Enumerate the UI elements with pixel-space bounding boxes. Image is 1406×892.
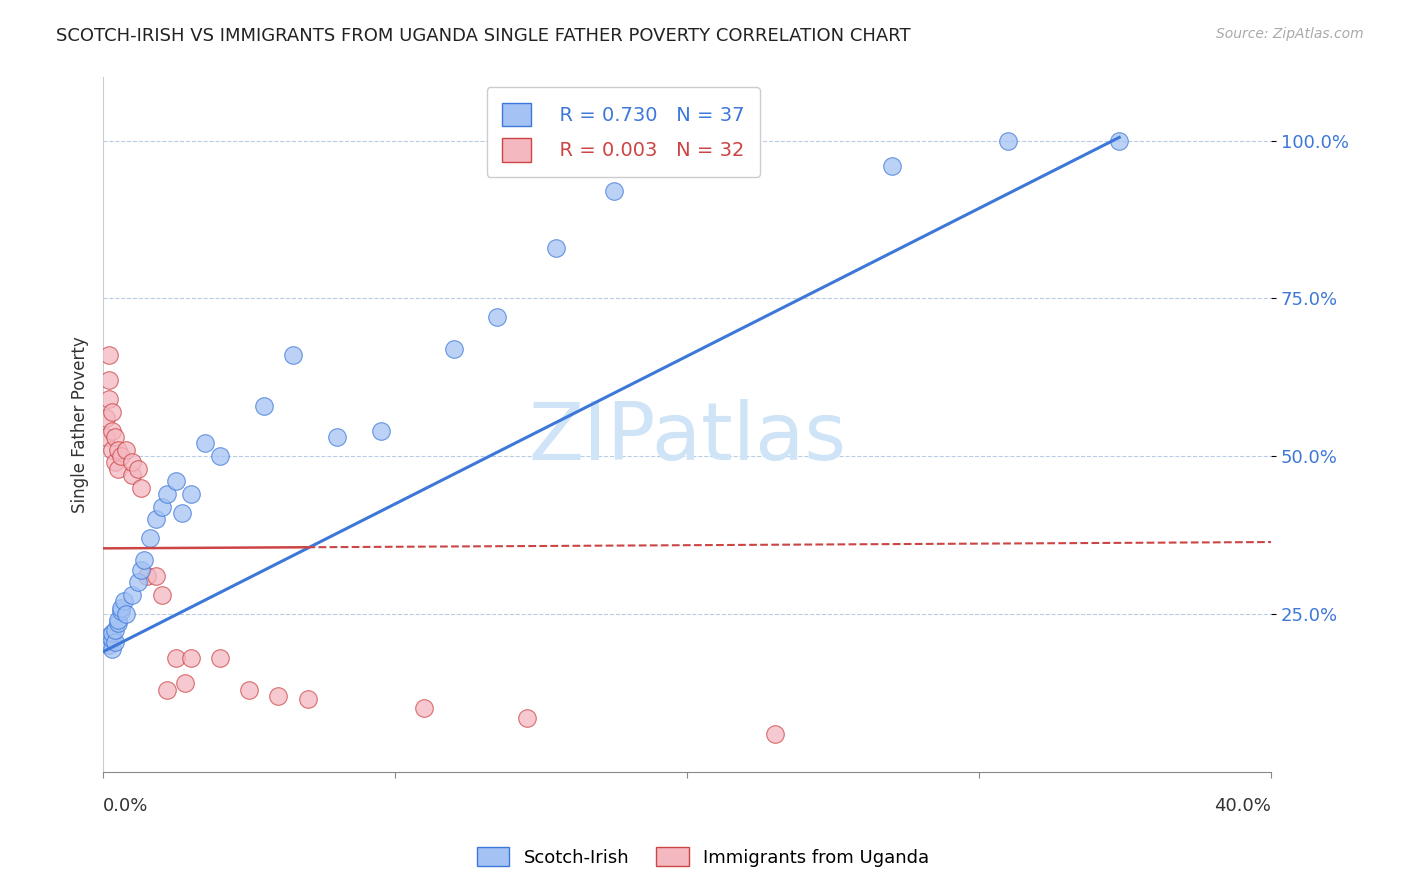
Point bbox=[173, 676, 195, 690]
Point bbox=[515, 711, 537, 725]
Point bbox=[180, 651, 202, 665]
Point bbox=[253, 399, 276, 413]
Point bbox=[101, 442, 124, 457]
Point bbox=[150, 588, 173, 602]
Point bbox=[110, 449, 132, 463]
Text: 0.0%: 0.0% bbox=[103, 797, 149, 814]
Point bbox=[136, 569, 159, 583]
Point bbox=[121, 588, 143, 602]
Point bbox=[165, 651, 187, 665]
Point bbox=[370, 424, 392, 438]
Point bbox=[101, 424, 124, 438]
Point bbox=[486, 310, 509, 325]
Point bbox=[129, 563, 152, 577]
Point bbox=[110, 600, 132, 615]
Point bbox=[112, 594, 135, 608]
Point bbox=[145, 569, 167, 583]
Point bbox=[997, 134, 1019, 148]
Point bbox=[603, 184, 626, 198]
Y-axis label: Single Father Poverty: Single Father Poverty bbox=[72, 336, 89, 513]
Legend: Scotch-Irish, Immigrants from Uganda: Scotch-Irish, Immigrants from Uganda bbox=[470, 840, 936, 874]
Point bbox=[98, 392, 121, 407]
Point bbox=[145, 512, 167, 526]
Point bbox=[281, 348, 304, 362]
Point bbox=[127, 461, 149, 475]
Point bbox=[104, 430, 127, 444]
Point bbox=[98, 373, 121, 387]
Point bbox=[104, 455, 127, 469]
Point bbox=[194, 436, 217, 450]
Point bbox=[121, 468, 143, 483]
Point bbox=[107, 613, 129, 627]
Point bbox=[880, 159, 903, 173]
Point bbox=[413, 701, 436, 715]
Text: Source: ZipAtlas.com: Source: ZipAtlas.com bbox=[1216, 27, 1364, 41]
Point bbox=[238, 682, 260, 697]
Point bbox=[121, 455, 143, 469]
Point bbox=[101, 632, 124, 646]
Point bbox=[101, 625, 124, 640]
Point bbox=[170, 506, 193, 520]
Point bbox=[544, 241, 567, 255]
Point bbox=[98, 348, 121, 362]
Point bbox=[132, 553, 155, 567]
Text: ZIPatlas: ZIPatlas bbox=[529, 400, 846, 477]
Point bbox=[443, 342, 465, 356]
Point bbox=[94, 430, 117, 444]
Point bbox=[94, 411, 117, 425]
Point bbox=[150, 500, 173, 514]
Point bbox=[101, 641, 124, 656]
Point bbox=[104, 623, 127, 637]
Point bbox=[115, 607, 138, 621]
Legend:   R = 0.730   N = 37,   R = 0.003   N = 32: R = 0.730 N = 37, R = 0.003 N = 32 bbox=[486, 87, 759, 178]
Point bbox=[110, 604, 132, 618]
Point bbox=[104, 635, 127, 649]
Point bbox=[1108, 134, 1130, 148]
Point bbox=[325, 430, 347, 444]
Point bbox=[115, 442, 138, 457]
Point bbox=[180, 487, 202, 501]
Point bbox=[98, 629, 121, 643]
Point bbox=[127, 575, 149, 590]
Point bbox=[208, 449, 231, 463]
Point bbox=[165, 475, 187, 489]
Point bbox=[101, 405, 124, 419]
Point bbox=[208, 651, 231, 665]
Point bbox=[107, 442, 129, 457]
Text: SCOTCH-IRISH VS IMMIGRANTS FROM UGANDA SINGLE FATHER POVERTY CORRELATION CHART: SCOTCH-IRISH VS IMMIGRANTS FROM UGANDA S… bbox=[56, 27, 911, 45]
Text: 40.0%: 40.0% bbox=[1215, 797, 1271, 814]
Point bbox=[107, 461, 129, 475]
Point bbox=[107, 616, 129, 631]
Point bbox=[98, 639, 121, 653]
Point bbox=[156, 682, 179, 697]
Point bbox=[267, 689, 290, 703]
Point bbox=[297, 692, 319, 706]
Point bbox=[763, 727, 786, 741]
Point bbox=[129, 481, 152, 495]
Point bbox=[156, 487, 179, 501]
Point bbox=[139, 531, 162, 545]
